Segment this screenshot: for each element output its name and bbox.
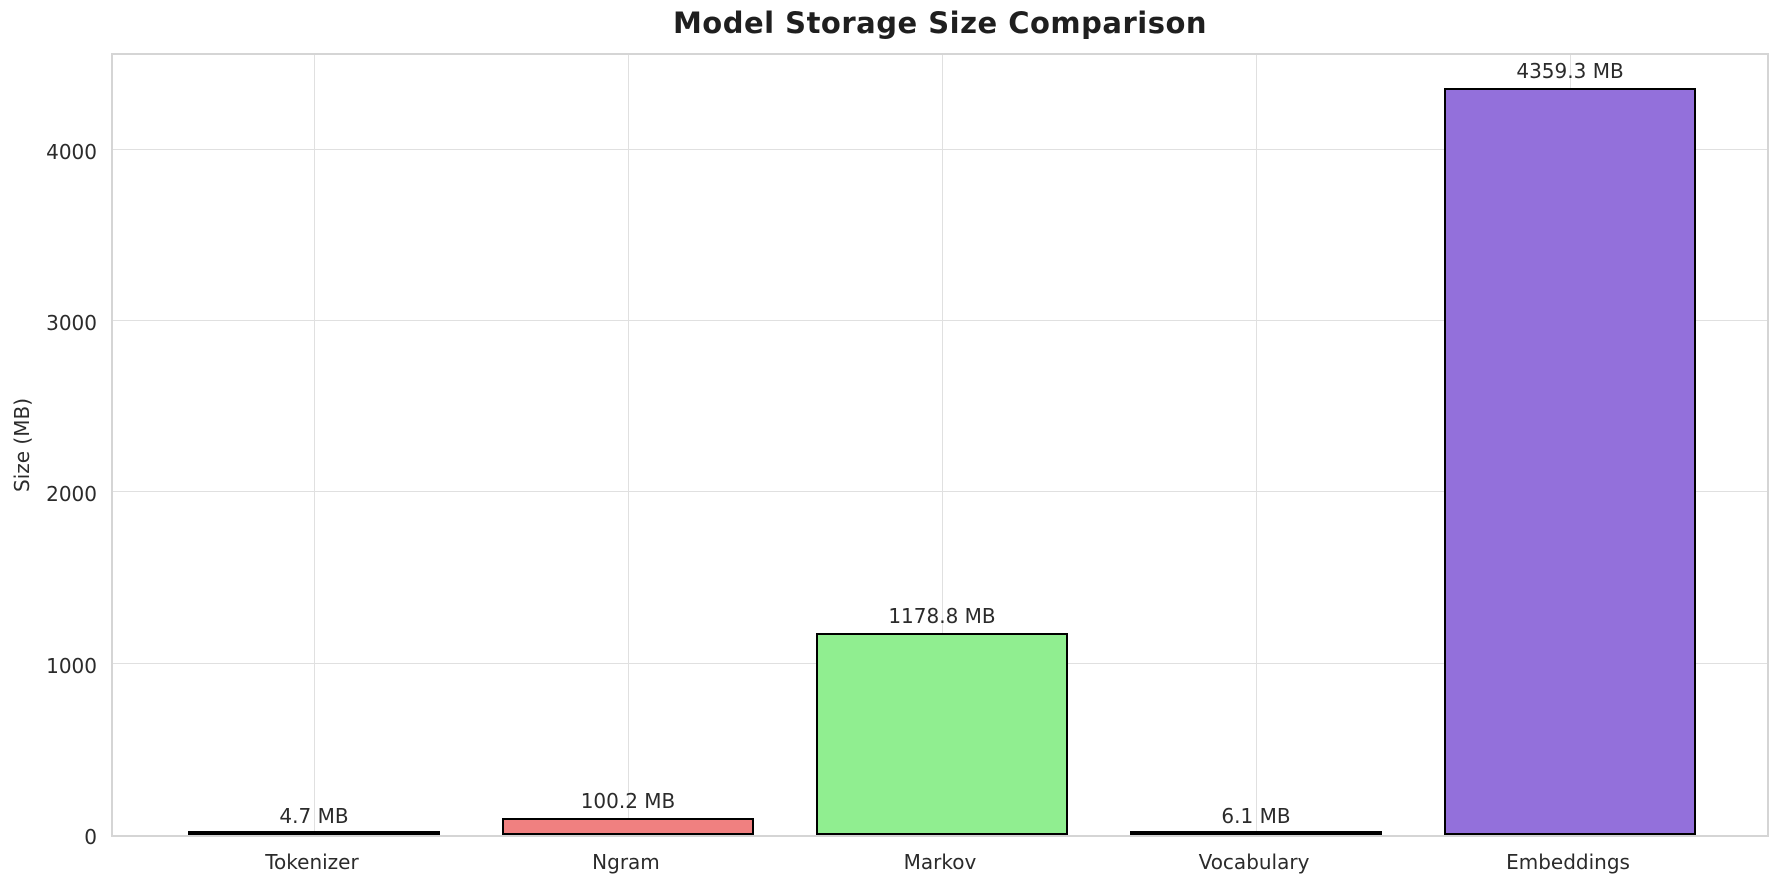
x-tick-label-ngram: Ngram [592, 850, 660, 874]
bar-value-label-ngram: 100.2 MB [580, 788, 676, 813]
bar-markov [816, 633, 1068, 835]
x-tick-label-markov: Markov [903, 850, 977, 874]
bar-tokenizer [188, 831, 440, 835]
bar-value-label-markov: 1178.8 MB [888, 604, 996, 629]
bar-value-label-vocabulary: 6.1 MB [1221, 804, 1291, 828]
bar-embeddings [1444, 88, 1696, 835]
y-tick-label-3000: 3000 [46, 311, 97, 336]
x-tick-label-embeddings: Embeddings [1506, 850, 1630, 874]
bar-value-label-tokenizer: 4.7 MB [279, 804, 349, 828]
gridline-x-vocabulary [1256, 55, 1257, 835]
gridline-x-markov [942, 55, 943, 835]
gridline-y-4000 [113, 148, 1767, 150]
y-tick-label-1000: 1000 [46, 653, 97, 678]
y-axis-label: Size (MB) [10, 398, 34, 492]
y-tick-label-0: 0 [84, 825, 97, 849]
y-tick-label-4000: 4000 [46, 139, 97, 164]
bar-ngram [502, 817, 754, 835]
gridline-x-ngram [627, 55, 629, 835]
chart-title: Model Storage Size Comparison [672, 6, 1208, 40]
x-tick-label-vocabulary: Vocabulary [1198, 850, 1310, 874]
plot-area: 4.7 MB 100.2 MB 1178.8 MB 6.1 MB 4359.3 MB [111, 53, 1769, 837]
y-tick-label-2000: 2000 [46, 482, 97, 507]
gridline-x-tokenizer [313, 55, 315, 835]
x-tick-label-tokenizer: Tokenizer [265, 850, 359, 874]
bar-vocabulary [1130, 831, 1382, 835]
bar-value-label-embeddings: 4359.3 MB [1516, 59, 1624, 84]
gridline-y-2000 [113, 491, 1767, 493]
gridline-y-3000 [113, 320, 1767, 322]
